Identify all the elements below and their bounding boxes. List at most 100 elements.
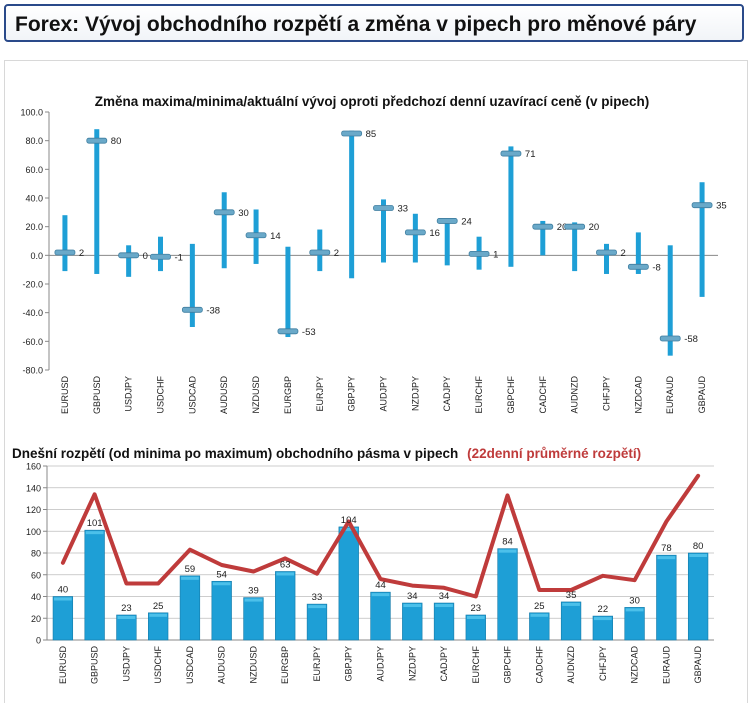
daily-range-bar-highlight (593, 617, 612, 621)
daily-range-x-tick-label: GBPCHF (503, 646, 513, 684)
range-change-bar (699, 182, 705, 297)
range-change-current-marker (245, 232, 267, 239)
daily-range-data-label: 84 (502, 537, 513, 548)
daily-range-y-tick-label: 120 (26, 505, 41, 515)
range-change-x-tick-label: EURGBP (283, 376, 293, 414)
daily-range-x-tick-label: EURCHF (471, 645, 481, 683)
range-change-x-tick-label: EURJPY (315, 376, 325, 412)
range-change-current-marker (564, 223, 586, 230)
range-change-x-tick-label: AUDUSD (219, 376, 229, 415)
daily-range-x-tick-label: EURUSD (58, 646, 68, 685)
daily-range-data-label: 35 (566, 590, 577, 601)
daily-range-bar-highlight (244, 598, 263, 602)
daily-range-bar-highlight (403, 604, 422, 608)
daily-range-data-label: 59 (185, 564, 196, 575)
range-change-current-marker (436, 218, 458, 224)
daily-range-data-label: 101 (87, 518, 103, 529)
range-change-current-marker (309, 249, 331, 256)
daily-range-bar (497, 548, 518, 641)
daily-range-x-tick-label: NZDJPY (407, 646, 417, 681)
daily-range-data-label: 34 (439, 591, 450, 602)
range-change-x-tick-label: NZDCAD (633, 376, 643, 414)
range-change-x-tick-label: GBPUSD (92, 376, 102, 415)
daily-range-data-label: 30 (629, 595, 640, 606)
range-change-x-tick-label: USDCAD (187, 376, 197, 415)
daily-range-average-line (60, 473, 701, 599)
range-change-x-tick-label: EURUSD (60, 376, 70, 415)
daily-range-x-tick-label: AUDUSD (217, 646, 227, 685)
daily-range-bar (148, 612, 169, 641)
daily-range-bar (656, 554, 677, 641)
range-change-bar (381, 199, 386, 263)
range-change-bar (635, 232, 641, 274)
daily-range-x-tick-label: GBPJPY (344, 646, 354, 682)
range-change-y-tick-label: -20.0 (22, 280, 43, 290)
daily-range-bar (560, 601, 582, 641)
range-change-bar (572, 222, 578, 272)
range-change-x-tick-label: GBPAUD (697, 376, 707, 414)
daily-range-data-label: 34 (407, 591, 418, 602)
daily-range-x-tick-label: GBPAUD (693, 646, 703, 684)
daily-range-data-label: 25 (153, 601, 164, 612)
range-change-chart-title: Změna maxima/minima/aktuální vývoj oprot… (95, 94, 649, 109)
daily-range-data-label: 63 (280, 559, 291, 570)
range-change-data-label: 33 (398, 204, 409, 215)
daily-range-bar-highlight (276, 572, 295, 576)
daily-range-x-tick-label: USDJPY (121, 646, 131, 682)
daily-range-x-tick-label: CHFJPY (598, 646, 608, 681)
daily-range-y-tick-label: 60 (31, 570, 41, 580)
daily-range-bar (306, 603, 328, 641)
daily-range-x-tick-label: NZDUSD (248, 646, 258, 684)
daily-range-x-tick-label: EURAUD (661, 646, 671, 685)
daily-range-chart-title-highlight: (22denní průměrné rozpětí) (467, 446, 641, 461)
daily-range-data-label: 44 (375, 580, 386, 591)
range-change-x-tick-label: AUDJPY (379, 376, 389, 412)
range-change-data-label: 2 (79, 248, 84, 259)
range-change-current-marker (468, 250, 490, 257)
range-change-data-label: 1 (493, 249, 498, 260)
range-change-chart: Změna maxima/minima/aktuální vývoj oprot… (20, 94, 726, 414)
daily-range-y-tick-label: 100 (26, 527, 41, 537)
daily-range-bar-highlight (371, 593, 390, 597)
range-change-current-marker (54, 249, 76, 256)
range-change-x-tick-label: AUDNZD (570, 376, 580, 414)
daily-range-bar-highlight (54, 597, 72, 601)
daily-range-y-tick-label: 160 (26, 462, 41, 472)
range-change-bar (94, 129, 100, 274)
daily-range-data-label: 33 (312, 592, 323, 603)
range-change-bar (221, 192, 227, 269)
daily-range-bar (84, 529, 105, 641)
range-change-current-marker (341, 130, 363, 137)
daily-range-bar-highlight (212, 582, 231, 586)
range-change-current-marker (181, 306, 203, 313)
daily-range-x-tick-label: USDCAD (185, 646, 195, 685)
daily-range-chart: Dnešní rozpětí (od minima po maximum) ob… (12, 446, 714, 684)
range-change-data-label: -58 (684, 334, 698, 345)
daily-range-data-label: 23 (121, 603, 132, 614)
range-change-bar (285, 246, 291, 338)
range-change-data-label: 16 (429, 228, 440, 239)
daily-range-bar-highlight (466, 615, 485, 619)
range-change-data-label: 20 (589, 222, 600, 233)
range-change-current-marker (150, 253, 171, 260)
range-change-y-tick-label: -80.0 (22, 366, 43, 376)
daily-range-bar (433, 602, 455, 641)
daily-range-bar (338, 526, 359, 641)
range-change-current-marker (373, 205, 394, 211)
page-title-box: Forex: Vývoj obchodního rozpětí a změna … (4, 4, 744, 42)
daily-range-x-tick-label: AUDJPY (376, 646, 386, 682)
daily-range-bar (624, 607, 645, 641)
range-change-current-marker (596, 249, 617, 256)
range-change-data-label: -38 (206, 305, 220, 316)
range-change-y-tick-label: 0.0 (30, 251, 43, 261)
range-change-data-label: 2 (621, 248, 626, 259)
daily-range-chart-title-group: Dnešní rozpětí (od minima po maximum) ob… (12, 446, 641, 461)
range-change-y-tick-label: -60.0 (22, 337, 43, 347)
range-change-data-label: 20 (557, 222, 568, 233)
page-title: Forex: Vývoj obchodního rozpětí a změna … (15, 13, 697, 36)
daily-range-data-label: 78 (661, 543, 672, 554)
range-change-x-tick-label: CHFJPY (602, 376, 612, 411)
daily-range-bar-highlight (689, 554, 707, 557)
range-change-current-marker (532, 223, 554, 230)
daily-range-bar (529, 612, 550, 641)
